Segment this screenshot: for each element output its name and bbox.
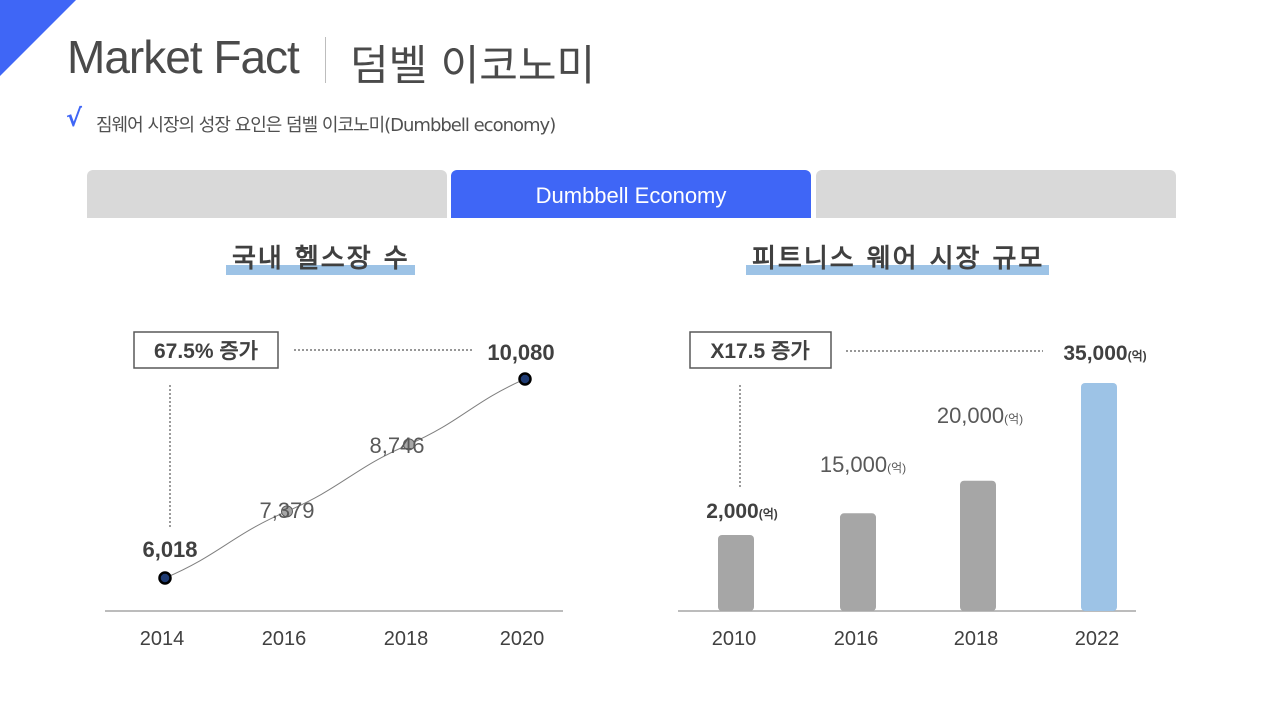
- callout-box-gyms: [133, 331, 279, 369]
- chart-title-wear-text: 피트니스 웨어 시장 규모: [752, 244, 1045, 274]
- chart-title-gyms: 국내 헬스장 수: [226, 238, 415, 275]
- page-title-korean: 덤벨 이코노미: [350, 41, 596, 90]
- data-point-gyms: [281, 505, 293, 518]
- bar-wear: [840, 513, 876, 611]
- title-highlight: [226, 265, 415, 275]
- series-line-gyms: [164, 378, 526, 579]
- data-point-gyms: [403, 438, 415, 451]
- data-label-wear: 15,000(억): [820, 452, 906, 477]
- bar-wear: [718, 535, 754, 611]
- data-label-gyms: 10,080: [487, 340, 554, 365]
- title-divider: [325, 37, 326, 83]
- corner-accent: [0, 0, 76, 76]
- chart-title-gyms-text: 국내 헬스장 수: [232, 244, 410, 274]
- data-label-wear: 20,000(억): [937, 403, 1023, 428]
- tab-right[interactable]: [816, 170, 1176, 218]
- data-point-gyms: [158, 571, 172, 585]
- data-label-gyms: 7,379: [259, 498, 314, 523]
- tick-label-gyms: 2014: [140, 628, 185, 650]
- tab-dumbbell-economy[interactable]: Dumbbell Economy: [451, 170, 811, 218]
- chart-title-wear: 피트니스 웨어 시장 규모: [746, 238, 1049, 275]
- tick-label-gyms: 2016: [262, 628, 307, 650]
- data-label-wear: 35,000(억): [1063, 342, 1146, 365]
- tab-left[interactable]: [87, 170, 447, 218]
- callout-label-gyms: 67.5% 증가: [154, 340, 259, 363]
- tick-label-wear: 2018: [954, 628, 999, 650]
- data-label-wear: 2,000(억): [706, 500, 778, 523]
- subtitle: 짐웨어 시장의 성장 요인은 덤벨 이코노미(Dumbbell economy): [96, 115, 556, 136]
- bar-wear: [960, 480, 996, 611]
- title-highlight: [746, 265, 1049, 275]
- check-icon: √: [66, 104, 83, 132]
- callout-box-wear: [689, 331, 832, 369]
- data-point-gyms: [518, 372, 532, 386]
- bar-wear: [1081, 383, 1117, 611]
- tick-label-gyms: 2018: [384, 628, 429, 650]
- tick-label-wear: 2010: [712, 628, 757, 650]
- page-title: Market Fact: [67, 31, 300, 83]
- tick-label-gyms: 2020: [500, 628, 545, 650]
- data-label-gyms: 6,018: [142, 537, 197, 562]
- callout-label-wear: X17.5 증가: [710, 340, 810, 363]
- tick-label-wear: 2022: [1075, 628, 1120, 650]
- tick-label-wear: 2016: [834, 628, 879, 650]
- data-label-gyms: 8,746: [369, 433, 424, 458]
